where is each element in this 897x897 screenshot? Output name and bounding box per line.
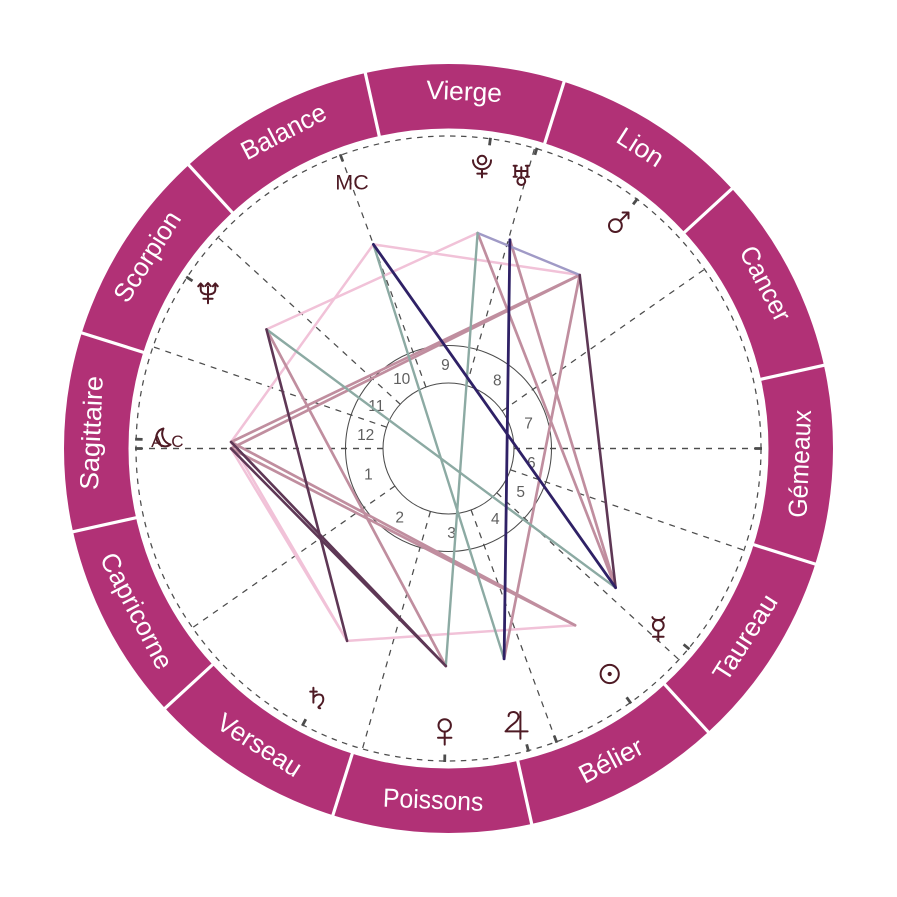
svg-text:A: A [151,432,163,451]
svg-text:MC: MC [335,170,368,194]
svg-text:5: 5 [516,484,525,501]
svg-text:12: 12 [357,427,374,444]
svg-text:11: 11 [368,398,384,415]
svg-text:9: 9 [441,357,450,374]
svg-text:2: 2 [395,509,404,526]
svg-text:Vierge: Vierge [426,75,503,108]
svg-text:4: 4 [491,511,500,528]
svg-text:1: 1 [364,466,373,483]
svg-text:Sagittaire: Sagittaire [74,375,109,490]
svg-text:10: 10 [393,371,411,388]
svg-text:6: 6 [527,455,536,472]
svg-text:7: 7 [524,416,533,433]
svg-text:C: C [171,432,183,451]
svg-text:8: 8 [493,373,502,390]
svg-text:Gémeaux: Gémeaux [782,409,817,518]
svg-text:3: 3 [447,525,456,542]
svg-text:Poissons: Poissons [382,783,484,817]
